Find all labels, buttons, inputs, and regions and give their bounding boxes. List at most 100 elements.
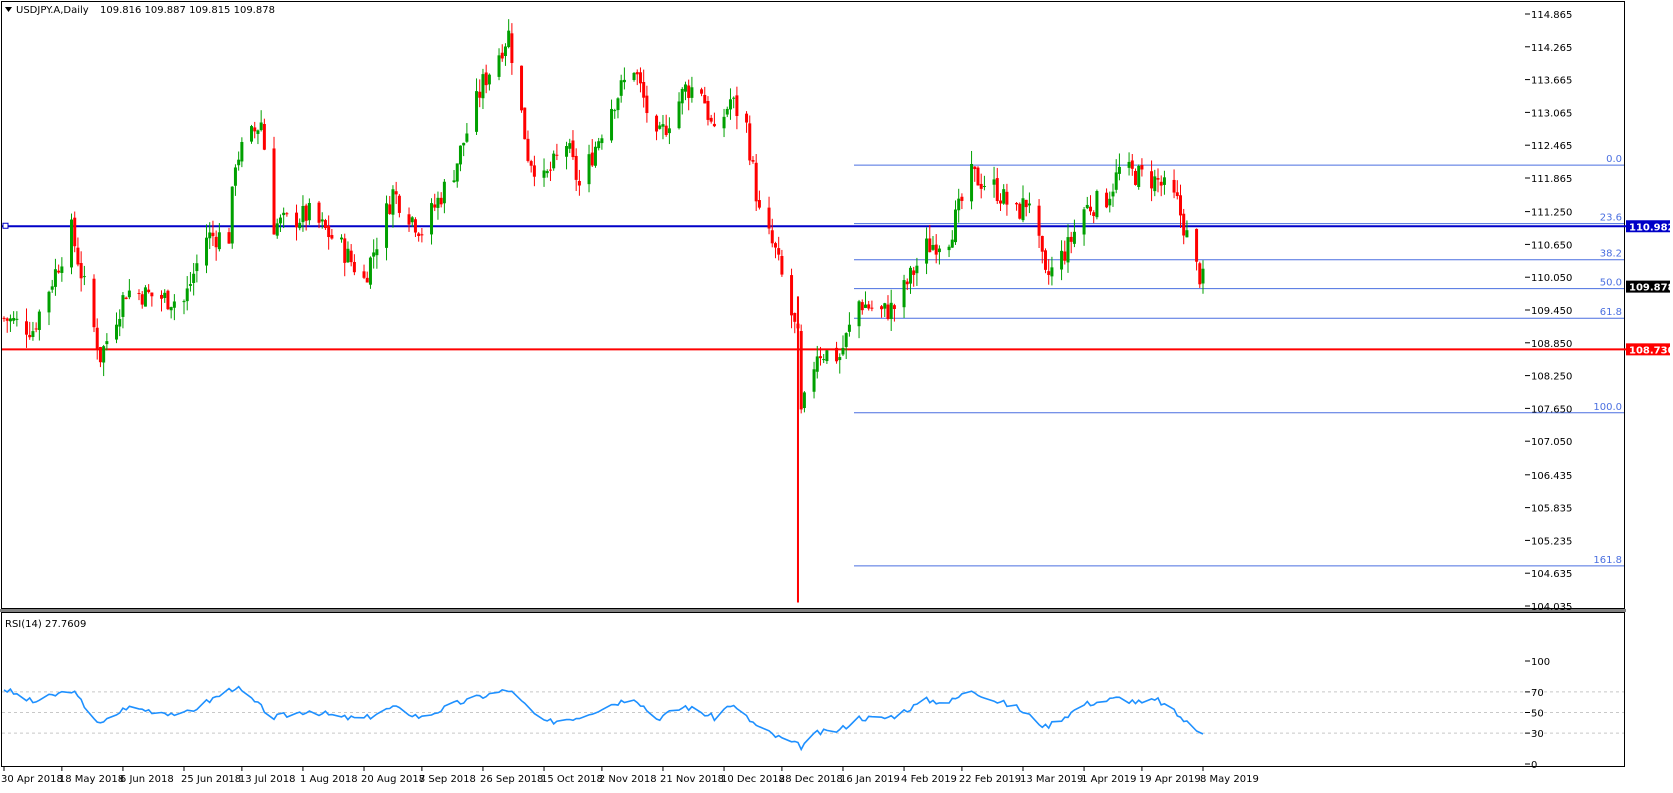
candle-body	[301, 205, 305, 223]
candle-body	[867, 304, 871, 309]
rsi-axis: 100 70 50 30 0	[1525, 657, 1550, 771]
candle-body	[822, 359, 826, 361]
candle-body	[690, 87, 694, 98]
rsi-tick-label: 30	[1531, 729, 1544, 740]
candle-body	[391, 189, 395, 215]
candle-body	[735, 95, 739, 117]
candle-body	[1092, 212, 1096, 217]
horizontal-lines[interactable]: 110.982 108.730 109.878	[2, 220, 1673, 356]
line-anchor-handle[interactable]	[2, 222, 9, 229]
candle-body	[655, 115, 659, 132]
current-price-label: 109.878	[1629, 283, 1673, 294]
candle-body	[12, 317, 16, 321]
candle-body	[979, 183, 983, 189]
candle-body	[137, 293, 141, 295]
candle-body	[1027, 203, 1031, 206]
candle-body	[1198, 263, 1202, 285]
candle-body	[15, 318, 19, 320]
candle-body	[1047, 271, 1051, 275]
candle-body	[140, 294, 144, 305]
main-panel-frame	[1, 1, 1625, 609]
rsi-tick-label: 70	[1531, 688, 1544, 699]
candle-body	[47, 291, 51, 313]
candle-body	[931, 245, 935, 250]
candle-body	[1018, 203, 1022, 219]
candle-body	[166, 290, 170, 310]
horizontal-line-price-label: 110.982	[1629, 222, 1673, 233]
candle-body	[34, 328, 38, 330]
candle-body	[28, 334, 32, 338]
candle-body	[886, 304, 890, 319]
chart-ohlc-readout: 109.816 109.887 109.815 109.878	[100, 5, 275, 16]
candle-body	[500, 52, 504, 59]
candle-body	[298, 222, 302, 229]
candle-body	[233, 167, 237, 186]
candle-body	[600, 138, 604, 144]
candle-body	[368, 257, 372, 285]
candle-body	[722, 116, 726, 129]
chart-symbol-title: USDJPY.A,Daily	[16, 5, 89, 16]
candle-body	[780, 255, 784, 275]
fibonacci-retracement[interactable]: 0.0 23.6 38.2 50.0 61.8 100.0 161.8	[854, 154, 1624, 567]
menu-triangle-icon[interactable]	[5, 7, 12, 12]
time-tick-label: 28 Dec 2018	[779, 774, 843, 785]
candle-body	[413, 219, 417, 233]
candle-body	[82, 276, 86, 278]
chart-header: USDJPY.A,Daily 109.816 109.887 109.815 1…	[5, 5, 275, 16]
candle-body	[150, 292, 154, 297]
candle-body	[1159, 181, 1163, 186]
candle-body	[143, 287, 147, 307]
candle-body	[773, 243, 777, 248]
candle-body	[889, 302, 893, 319]
time-tick-label: 22 Feb 2019	[959, 774, 1021, 785]
candle-body	[1002, 189, 1006, 204]
price-tick-label: 106.435	[1531, 471, 1572, 482]
candle-body	[25, 321, 29, 335]
candle-body	[262, 124, 266, 150]
candle-body	[127, 290, 131, 298]
candle-body	[1088, 206, 1092, 212]
candle-body	[192, 273, 196, 283]
candle-body	[375, 249, 379, 256]
candle-body	[703, 94, 707, 104]
candle-body	[1060, 250, 1064, 270]
candle-body	[992, 179, 996, 185]
candle-body	[211, 232, 215, 237]
candle-body	[1162, 177, 1166, 185]
candle-body	[1069, 236, 1073, 242]
candle-body	[1024, 199, 1028, 208]
candle-body	[912, 270, 916, 275]
price-axis[interactable]: 114.865 114.265 113.665 113.065 112.465 111.8…	[1525, 10, 1572, 613]
candle-body	[346, 248, 350, 263]
candle-body	[397, 195, 401, 213]
candle-body	[481, 74, 485, 99]
candle-body	[934, 244, 938, 255]
candle-body	[76, 247, 80, 265]
candle-body	[385, 203, 389, 248]
candle-body	[462, 142, 466, 146]
candle-body	[70, 219, 74, 268]
candle-body	[217, 232, 221, 250]
time-tick-label: 13 Mar 2019	[1020, 774, 1083, 785]
candle-body	[237, 159, 241, 166]
candle-body	[950, 239, 954, 248]
candle-body	[317, 202, 321, 223]
candle-body	[1050, 267, 1054, 277]
candle-body	[420, 234, 424, 236]
candle-body	[105, 341, 109, 345]
candle-body	[484, 72, 488, 86]
candle-body	[169, 307, 173, 311]
candle-body	[79, 263, 83, 279]
candle-body	[953, 209, 957, 243]
candle-body	[240, 141, 244, 162]
candle-body	[790, 275, 794, 316]
candle-body	[577, 180, 581, 186]
candle-body	[613, 110, 617, 112]
candle-body	[278, 217, 282, 224]
candle-body	[860, 302, 864, 311]
candle-body	[902, 280, 906, 308]
candle-body	[1150, 171, 1154, 189]
